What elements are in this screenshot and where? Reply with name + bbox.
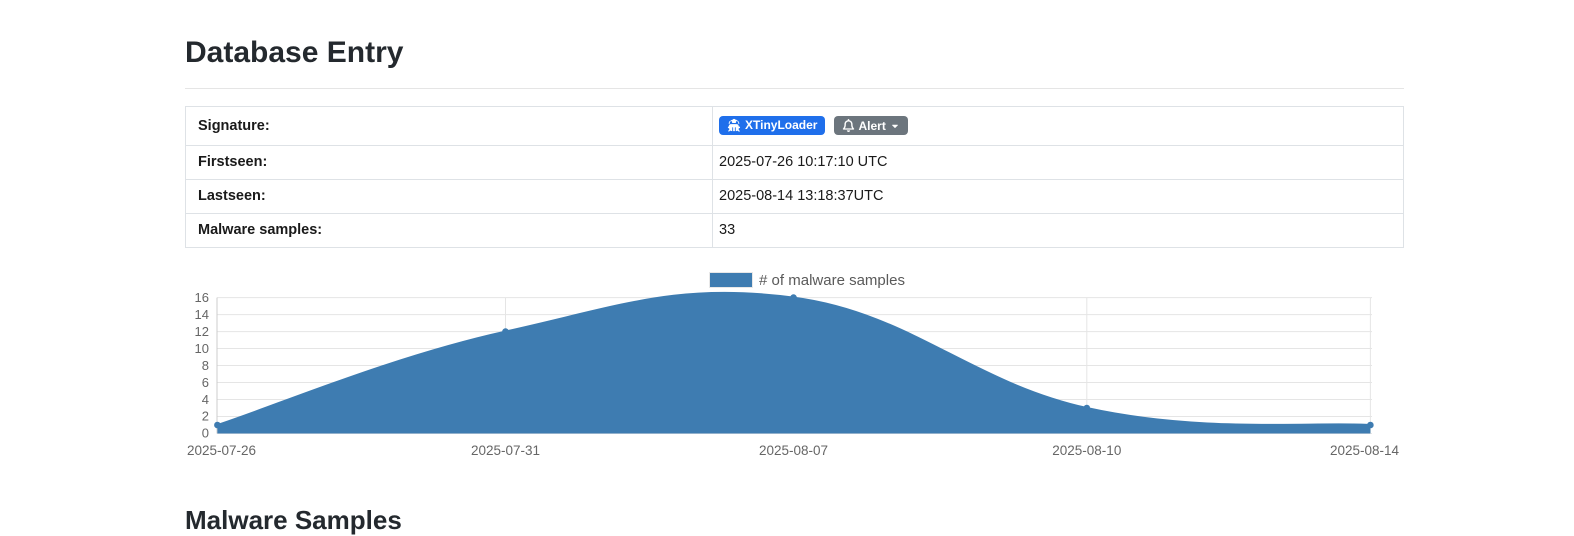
svg-text:0: 0 bbox=[202, 425, 209, 440]
svg-text:2025-07-26: 2025-07-26 bbox=[187, 443, 256, 458]
svg-text:2: 2 bbox=[202, 408, 209, 423]
svg-text:12: 12 bbox=[195, 323, 209, 338]
svg-text:14: 14 bbox=[195, 306, 209, 321]
svg-text:2025-08-10: 2025-08-10 bbox=[1052, 443, 1121, 458]
svg-text:2025-08-14: 2025-08-14 bbox=[1330, 443, 1400, 458]
svg-text:2025-08-07: 2025-08-07 bbox=[759, 443, 828, 458]
svg-text:2025-07-31: 2025-07-31 bbox=[471, 443, 540, 458]
svg-text:10: 10 bbox=[195, 340, 209, 355]
svg-text:6: 6 bbox=[202, 374, 209, 389]
svg-text:4: 4 bbox=[202, 391, 209, 406]
svg-text:8: 8 bbox=[202, 357, 209, 372]
svg-text:16: 16 bbox=[195, 289, 209, 304]
